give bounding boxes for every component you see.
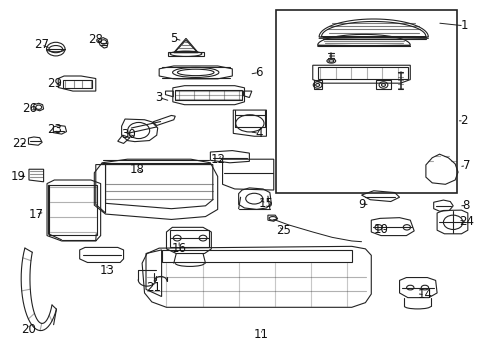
Text: 27: 27	[34, 38, 49, 51]
Text: 10: 10	[373, 223, 387, 236]
Text: 25: 25	[276, 224, 290, 238]
Text: 13: 13	[100, 264, 114, 277]
Text: 6: 6	[255, 66, 263, 79]
Bar	[276, 10, 456, 193]
Text: 29: 29	[47, 77, 61, 90]
Text: 12: 12	[210, 153, 224, 166]
Text: 26: 26	[22, 103, 38, 116]
Text: 7: 7	[462, 159, 469, 172]
Text: 3: 3	[155, 91, 163, 104]
Text: 11: 11	[254, 328, 268, 341]
Text: 21: 21	[146, 281, 161, 294]
Text: 24: 24	[458, 215, 473, 228]
Text: 20: 20	[21, 323, 36, 336]
Text: 9: 9	[357, 198, 365, 211]
Text: 15: 15	[259, 197, 273, 210]
Text: 18: 18	[129, 163, 144, 176]
Text: 8: 8	[462, 199, 469, 212]
Text: 5: 5	[170, 32, 177, 45]
Text: 4: 4	[255, 127, 263, 140]
Text: 14: 14	[417, 288, 431, 301]
Text: 19: 19	[10, 170, 25, 183]
Text: 23: 23	[47, 123, 61, 136]
Text: 28: 28	[88, 32, 103, 46]
Text: 16: 16	[171, 242, 186, 255]
Text: 17: 17	[28, 208, 43, 221]
Text: 1: 1	[459, 19, 467, 32]
Text: 22: 22	[12, 137, 27, 150]
Text: 30: 30	[122, 127, 136, 141]
Text: 2: 2	[459, 114, 467, 127]
